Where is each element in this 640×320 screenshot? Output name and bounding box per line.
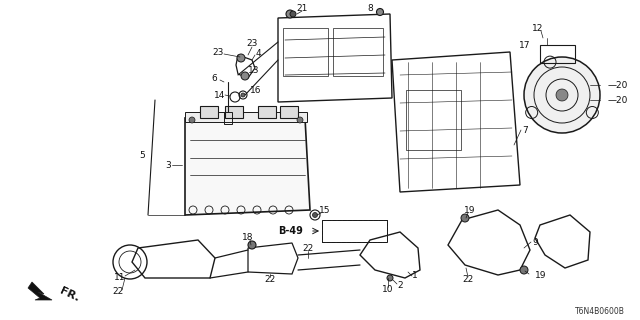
Text: 10: 10 bbox=[382, 285, 394, 294]
Text: 23: 23 bbox=[246, 38, 258, 47]
Circle shape bbox=[297, 117, 303, 123]
Polygon shape bbox=[28, 282, 52, 300]
Circle shape bbox=[387, 275, 393, 281]
Bar bbox=[225, 106, 243, 118]
Bar bbox=[540, 45, 575, 63]
Text: FR.: FR. bbox=[58, 286, 81, 304]
Text: 2: 2 bbox=[397, 281, 403, 290]
Polygon shape bbox=[185, 118, 310, 215]
Text: 23: 23 bbox=[212, 47, 224, 57]
Circle shape bbox=[556, 89, 568, 101]
Text: —20: —20 bbox=[608, 95, 628, 105]
Circle shape bbox=[189, 117, 195, 123]
Bar bbox=[283, 28, 328, 76]
Text: 22: 22 bbox=[462, 276, 474, 284]
Text: T6N4B0600B: T6N4B0600B bbox=[575, 308, 625, 316]
Text: 7: 7 bbox=[522, 125, 528, 134]
Text: 15: 15 bbox=[319, 205, 331, 214]
Text: 8: 8 bbox=[367, 4, 373, 12]
Text: 22: 22 bbox=[264, 276, 276, 284]
Text: 22: 22 bbox=[113, 287, 124, 297]
Text: 13: 13 bbox=[248, 66, 259, 75]
Bar bbox=[224, 112, 232, 124]
Circle shape bbox=[241, 93, 245, 97]
Circle shape bbox=[286, 10, 294, 18]
Circle shape bbox=[461, 214, 469, 222]
Text: 6: 6 bbox=[211, 74, 217, 83]
Text: 22: 22 bbox=[302, 244, 314, 252]
Bar bbox=[406, 90, 461, 150]
Text: 14: 14 bbox=[214, 91, 226, 100]
Bar bbox=[322, 220, 387, 242]
Text: 17: 17 bbox=[518, 41, 530, 50]
Text: 9: 9 bbox=[532, 237, 538, 246]
Text: 18: 18 bbox=[243, 233, 253, 242]
Text: 5: 5 bbox=[139, 150, 145, 159]
Bar bbox=[322, 220, 387, 242]
Circle shape bbox=[248, 241, 256, 249]
Text: 19: 19 bbox=[464, 205, 476, 214]
Text: 4: 4 bbox=[255, 49, 261, 58]
Circle shape bbox=[312, 212, 317, 218]
Circle shape bbox=[376, 9, 383, 15]
Circle shape bbox=[241, 72, 249, 80]
Text: 11: 11 bbox=[115, 274, 125, 283]
Bar bbox=[200, 106, 218, 118]
Text: 12: 12 bbox=[532, 23, 544, 33]
Circle shape bbox=[290, 11, 296, 17]
Bar bbox=[280, 106, 298, 118]
Bar bbox=[333, 28, 383, 76]
Text: 3: 3 bbox=[165, 161, 171, 170]
Text: 1: 1 bbox=[412, 270, 418, 279]
Circle shape bbox=[524, 57, 600, 133]
Bar bbox=[258, 106, 276, 118]
Text: —20: —20 bbox=[608, 81, 628, 90]
Text: 16: 16 bbox=[250, 85, 262, 94]
Text: B-49: B-49 bbox=[278, 226, 303, 236]
Text: 19: 19 bbox=[535, 270, 547, 279]
Text: 21: 21 bbox=[296, 4, 308, 12]
Bar bbox=[185, 112, 307, 122]
Circle shape bbox=[237, 54, 245, 62]
Circle shape bbox=[520, 266, 528, 274]
